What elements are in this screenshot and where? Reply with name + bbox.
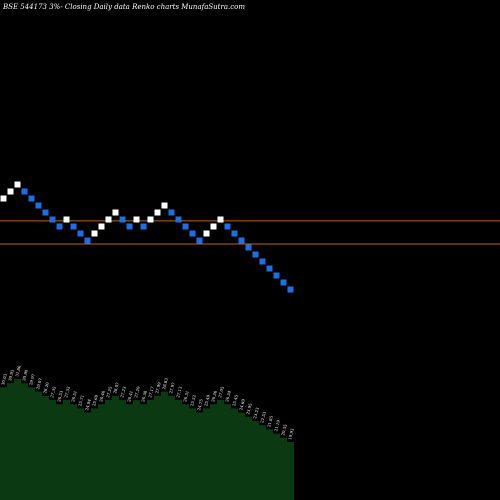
price-label: 24.69 xyxy=(238,398,246,411)
renko-brick-down xyxy=(42,209,49,216)
price-label: 26.53 xyxy=(56,390,64,403)
price-label: 26.26 xyxy=(210,390,218,403)
price-label: 28.07 xyxy=(112,381,120,394)
price-label: 28.20 xyxy=(42,381,50,394)
price-label: 19.93 xyxy=(287,427,295,440)
renko-brick-down xyxy=(238,237,245,244)
renko-brick-down xyxy=(280,279,287,286)
price-label: 27.99 xyxy=(154,381,162,394)
price-label: 27.25 xyxy=(105,385,113,398)
price-label: 21.85 xyxy=(266,415,274,428)
volume-area xyxy=(0,379,294,500)
price-label: 22.53 xyxy=(259,411,267,424)
renko-brick-down xyxy=(189,230,196,237)
renko-brick-up xyxy=(105,216,112,223)
renko-brick-down xyxy=(56,223,63,230)
price-label: 25.69 xyxy=(91,394,99,407)
renko-brick-down xyxy=(70,223,77,230)
price-label: 27.13 xyxy=(175,385,183,398)
price-label: 31.86 xyxy=(14,364,22,377)
renko-brick-down xyxy=(287,286,294,293)
renko-brick-down xyxy=(77,230,84,237)
renko-brick-down xyxy=(266,265,273,272)
price-label: 20.55 xyxy=(280,423,288,436)
chart-title: BSE 544173 3%- Closing Daily data Renko … xyxy=(2,3,245,11)
price-label: 27.20 xyxy=(133,385,141,398)
price-label: 30.90 xyxy=(21,369,29,382)
price-label: 30.03 xyxy=(0,373,8,386)
renko-brick-up xyxy=(7,188,14,195)
renko-brick-down xyxy=(21,188,28,195)
renko-brick-down xyxy=(49,216,56,223)
price-label: 26.46 xyxy=(98,390,106,403)
renko-brick-down xyxy=(119,216,126,223)
price-labels: 30.03 30.93 31.86 30.90 29.97 29.07 28.20 27.35… xyxy=(0,364,295,440)
renko-brick-up xyxy=(14,181,21,188)
renko-brick-down xyxy=(196,237,203,244)
renko-brick-down xyxy=(182,223,189,230)
price-label: 28.83 xyxy=(161,377,169,390)
renko-brick-down xyxy=(273,272,280,279)
renko-brick-up xyxy=(147,216,154,223)
renko-brick-down xyxy=(84,237,91,244)
renko-brick-up xyxy=(210,223,217,230)
renko-brick-down xyxy=(231,230,238,237)
renko-brick-up xyxy=(91,230,98,237)
renko-brick-down xyxy=(224,223,231,230)
price-label: 21.19 xyxy=(273,419,281,432)
price-label: 25.52 xyxy=(189,394,197,407)
renko-brick-down xyxy=(252,251,259,258)
renko-brick-up xyxy=(0,195,7,202)
price-label: 24.94 xyxy=(84,398,92,411)
price-label: 29.07 xyxy=(35,377,43,390)
renko-brick-up xyxy=(112,209,119,216)
price-label: 30.93 xyxy=(7,369,15,382)
price-label: 27.17 xyxy=(147,385,155,398)
renko-brick-down xyxy=(126,223,133,230)
renko-brick-down xyxy=(245,244,252,251)
price-label: 26.51 xyxy=(70,390,78,402)
renko-bricks xyxy=(0,181,294,293)
renko-brick-up xyxy=(98,223,105,230)
price-label: 23.95 xyxy=(245,402,253,415)
price-label: 25.49 xyxy=(203,394,211,407)
renko-brick-down xyxy=(168,209,175,216)
price-label: 25.45 xyxy=(231,394,239,407)
renko-brick-up xyxy=(133,216,140,223)
renko-brick-down xyxy=(35,202,42,209)
price-label: 26.31 xyxy=(182,390,190,402)
renko-brick-down xyxy=(28,195,35,202)
price-label: 27.97 xyxy=(168,381,176,394)
price-label: 24.75 xyxy=(196,398,204,411)
renko-brick-down xyxy=(259,258,266,265)
price-label: 27.35 xyxy=(49,385,57,398)
price-label: 26.24 xyxy=(224,390,232,403)
renko-brick-up xyxy=(161,202,168,209)
price-label: 26.41 xyxy=(126,390,134,402)
renko-brick-up xyxy=(203,230,210,237)
renko-brick-up xyxy=(63,216,70,223)
renko-brick-down xyxy=(175,216,182,223)
price-label: 23.23 xyxy=(252,406,260,419)
price-label: 27.23 xyxy=(119,385,127,398)
price-label: 25.71 xyxy=(77,394,85,406)
price-label: 26.38 xyxy=(140,390,148,403)
renko-brick-down xyxy=(140,223,147,230)
reference-lines xyxy=(0,220,500,245)
price-label: 27.05 xyxy=(217,385,225,398)
price-label: 27.33 xyxy=(63,385,71,398)
price-label: 29.97 xyxy=(28,373,36,386)
renko-brick-up xyxy=(154,209,161,216)
renko-brick-up xyxy=(217,216,224,223)
